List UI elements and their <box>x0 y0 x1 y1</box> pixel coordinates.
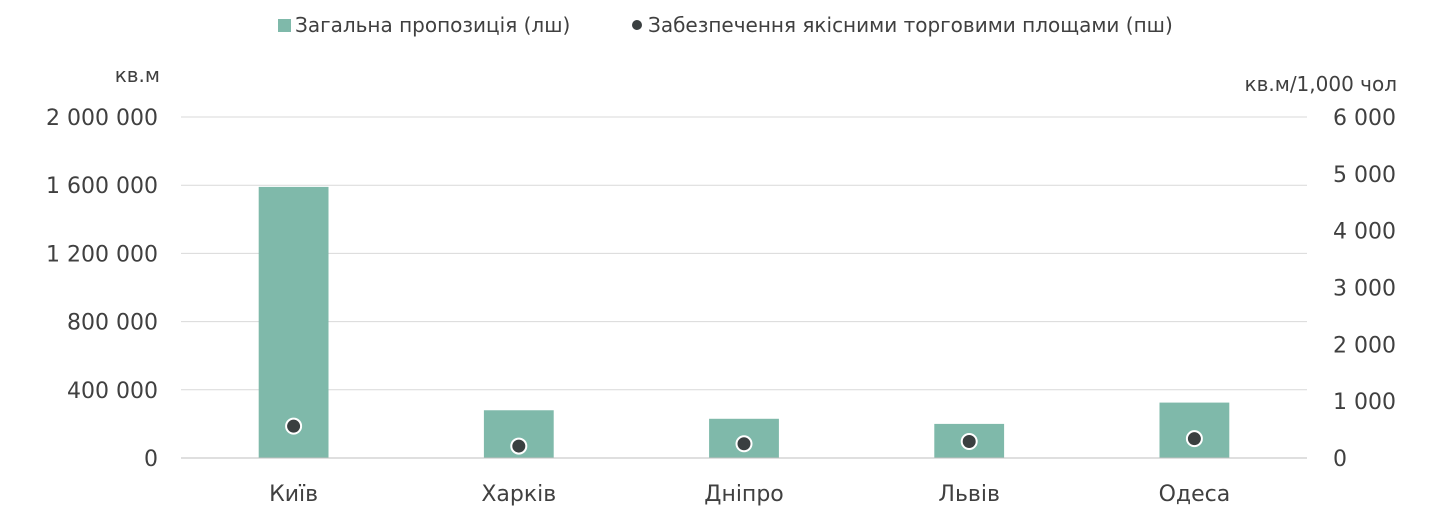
y-right-tick-label: 1 000 <box>1333 390 1396 415</box>
label-layer: 0 400 000 800 000 1 200 000 1 600 000 2 000 0… <box>46 106 1396 507</box>
x-category-label: Одеса <box>1159 482 1231 507</box>
y-left-tick-label: 0 <box>144 447 158 472</box>
x-category-label: Харків <box>481 482 556 507</box>
y-left-tick-label: 2 000 000 <box>46 106 158 131</box>
y-left-tick-label: 800 000 <box>67 311 158 336</box>
x-category-label: Львів <box>938 482 1000 507</box>
x-category-label: Дніпро <box>704 482 784 507</box>
legend-item-density: Забезпечення якісними торговими площами … <box>632 12 1173 38</box>
y-left-tick-label: 400 000 <box>67 379 158 404</box>
y-right-tick-label: 0 <box>1333 447 1347 472</box>
y-right-tick-label: 6 000 <box>1333 106 1396 131</box>
bar <box>258 186 329 458</box>
legend-swatch-dot <box>632 20 642 30</box>
data-point <box>1185 430 1203 448</box>
legend-label-supply: Загальна пропозиція (лш) <box>295 13 571 37</box>
grid-layer <box>181 116 1307 391</box>
data-point <box>735 435 753 453</box>
y-right-tick-label: 3 000 <box>1333 277 1396 302</box>
legend: Загальна пропозиція (лш) Забезпечення як… <box>0 12 1445 38</box>
data-point <box>510 437 528 455</box>
y-right-axis-label: кв.м/1,000 чол <box>1245 72 1398 96</box>
y-left-axis-label: кв.м <box>115 63 160 87</box>
x-category-label: Київ <box>269 482 318 507</box>
y-left-tick-label: 1 200 000 <box>46 242 158 267</box>
legend-swatch-bar <box>278 18 291 32</box>
data-point <box>960 433 978 451</box>
y-left-tick-label: 1 600 000 <box>46 174 158 199</box>
y-right-tick-label: 4 000 <box>1333 220 1396 245</box>
data-point <box>285 417 303 435</box>
y-right-tick-label: 2 000 <box>1333 333 1396 358</box>
legend-item-supply: Загальна пропозиція (лш) <box>278 12 570 38</box>
legend-label-density: Забезпечення якісними торговими площами … <box>648 13 1173 37</box>
dot-layer <box>285 417 1203 455</box>
bar-layer <box>258 186 1230 458</box>
y-right-tick-label: 5 000 <box>1333 163 1396 188</box>
